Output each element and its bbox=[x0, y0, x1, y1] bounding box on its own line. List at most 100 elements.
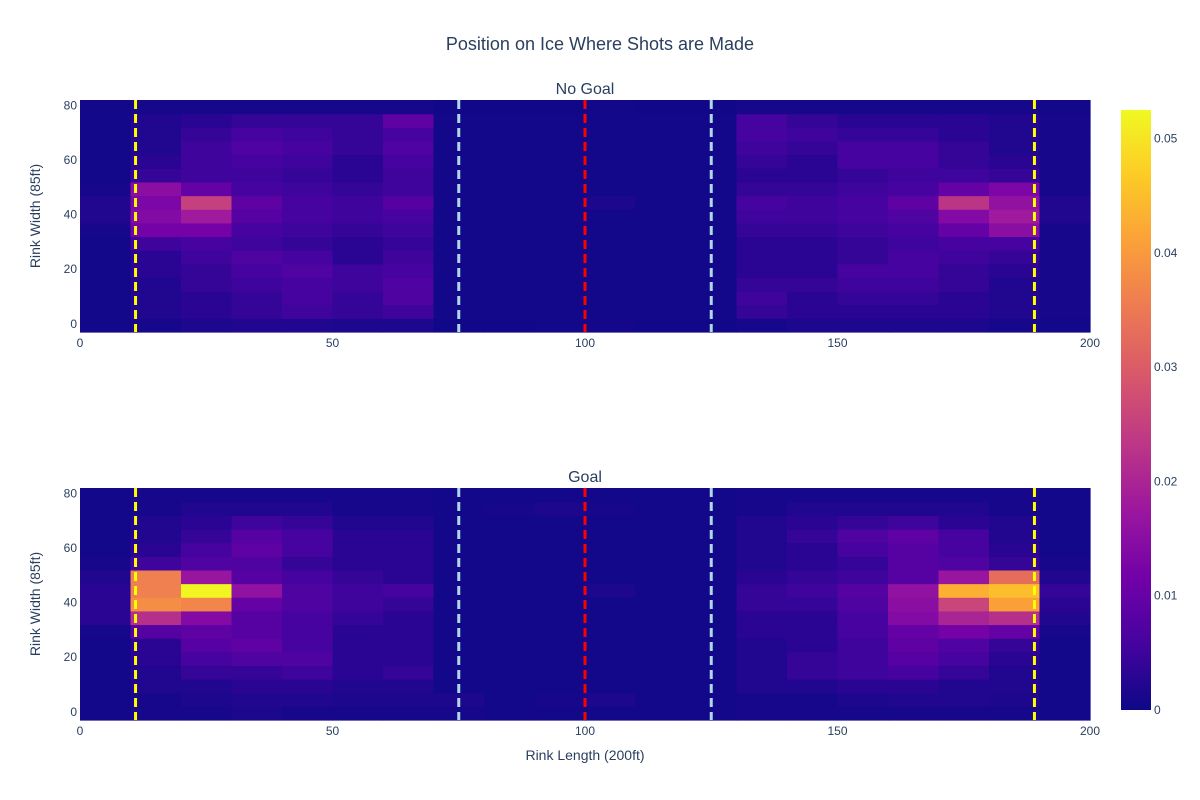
heatmap-cell bbox=[1039, 181, 1091, 197]
heatmap-cell bbox=[231, 624, 283, 639]
heatmap-cell bbox=[635, 140, 687, 156]
heatmap-cell bbox=[484, 140, 536, 156]
heatmap-cell bbox=[787, 597, 839, 612]
heatmap-cell bbox=[484, 515, 536, 530]
heatmap-cell bbox=[332, 556, 384, 571]
heatmap-cell bbox=[989, 665, 1041, 680]
heatmap-cell bbox=[534, 304, 586, 319]
heatmap-cell bbox=[736, 706, 788, 721]
heatmap-cell bbox=[989, 610, 1041, 626]
heatmap-cell bbox=[585, 651, 637, 667]
heatmap-cell bbox=[989, 277, 1041, 292]
heatmap-cell bbox=[534, 706, 586, 721]
heatmap-cell bbox=[635, 488, 687, 503]
heatmap-cell bbox=[585, 679, 637, 694]
heatmap-cell bbox=[181, 651, 233, 667]
heatmap-cell bbox=[585, 624, 637, 639]
heatmap-cell bbox=[181, 501, 233, 516]
heatmap-cell bbox=[888, 569, 940, 585]
heatmap-cell bbox=[130, 556, 182, 571]
heatmap-cell bbox=[80, 488, 132, 503]
y-tick-label: 60 bbox=[64, 153, 78, 167]
heatmap-cell bbox=[181, 277, 233, 292]
heatmap-cell bbox=[585, 515, 637, 530]
heatmap-cell bbox=[130, 651, 182, 667]
heatmap-cell bbox=[80, 236, 132, 251]
heatmap-cell bbox=[888, 638, 940, 653]
x-tick-label: 150 bbox=[827, 724, 847, 738]
heatmap-cell bbox=[181, 236, 233, 251]
heatmap-cell bbox=[585, 263, 637, 279]
y-tick-label: 0 bbox=[70, 317, 77, 331]
heatmap-cell bbox=[332, 624, 384, 639]
heatmap-cell bbox=[635, 501, 687, 516]
heatmap-cell bbox=[282, 665, 334, 680]
heatmap-cell bbox=[787, 638, 839, 653]
heatmap-cell bbox=[888, 556, 940, 571]
heatmap-cell bbox=[282, 556, 334, 571]
heatmap-cell bbox=[585, 304, 637, 319]
heatmap-cell bbox=[80, 706, 132, 721]
heatmap-cell bbox=[383, 679, 435, 694]
heatmap-cell bbox=[484, 291, 536, 306]
heatmap-cell bbox=[938, 692, 990, 707]
heatmap-cell bbox=[989, 624, 1041, 639]
heatmap-cell bbox=[332, 291, 384, 306]
heatmap-cell bbox=[1039, 679, 1091, 694]
heatmap-cell bbox=[484, 528, 536, 544]
heatmap-cell bbox=[484, 100, 536, 115]
heatmap-cell bbox=[989, 236, 1041, 251]
heatmap-cell bbox=[989, 651, 1041, 667]
heatmap-cell bbox=[787, 181, 839, 197]
heatmap-cell bbox=[231, 154, 283, 169]
heatmap-cell bbox=[938, 154, 990, 169]
heatmap-cell bbox=[282, 638, 334, 653]
heatmap-cell bbox=[534, 638, 586, 653]
heatmap-cell bbox=[80, 515, 132, 530]
heatmap-cell bbox=[80, 140, 132, 156]
heatmap-cell bbox=[989, 181, 1041, 197]
heatmap-cell bbox=[736, 583, 788, 598]
heatmap-cell bbox=[282, 515, 334, 530]
heatmap-cell bbox=[888, 597, 940, 612]
heatmap-cell bbox=[282, 692, 334, 707]
heatmap-cell bbox=[181, 263, 233, 279]
heatmap-cell bbox=[1039, 610, 1091, 626]
heatmap-cell bbox=[989, 318, 1041, 333]
heatmap-cell bbox=[231, 127, 283, 142]
heatmap-cell bbox=[888, 515, 940, 530]
heatmap-cell bbox=[282, 488, 334, 503]
heatmap-cell bbox=[736, 318, 788, 333]
heatmap-cell bbox=[585, 583, 637, 598]
heatmap-cell bbox=[585, 528, 637, 544]
heatmap-cell bbox=[635, 291, 687, 306]
heatmap-cell bbox=[332, 277, 384, 292]
heatmap-cell bbox=[938, 100, 990, 115]
heatmap-cell bbox=[80, 583, 132, 598]
heatmap-cell bbox=[534, 100, 586, 115]
heatmap-cell bbox=[282, 181, 334, 197]
heatmap-cell bbox=[787, 195, 839, 210]
heatmap-cell bbox=[837, 318, 889, 333]
heatmap-cell bbox=[1039, 291, 1091, 306]
heatmap-cell bbox=[837, 291, 889, 306]
heatmap-cell bbox=[787, 140, 839, 156]
heatmap-cell bbox=[888, 501, 940, 516]
heatmap-cell bbox=[736, 277, 788, 292]
heatmap-cell bbox=[534, 542, 586, 557]
heatmap-cell bbox=[130, 665, 182, 680]
heatmap-cell bbox=[1039, 263, 1091, 279]
heatmap-cell bbox=[484, 127, 536, 142]
heatmap-cell bbox=[282, 113, 334, 128]
heatmap-cell bbox=[181, 515, 233, 530]
heatmap-cell bbox=[938, 277, 990, 292]
heatmap-cell bbox=[130, 638, 182, 653]
colorbar-tick-label: 0.02 bbox=[1154, 474, 1178, 488]
heatmap-cell bbox=[989, 140, 1041, 156]
heatmap-cell bbox=[1039, 624, 1091, 639]
heatmap-cell bbox=[837, 624, 889, 639]
heatmap-cell bbox=[80, 154, 132, 169]
heatmap-cell bbox=[383, 706, 435, 721]
heatmap-cell bbox=[787, 501, 839, 516]
heatmap-cell bbox=[484, 277, 536, 292]
